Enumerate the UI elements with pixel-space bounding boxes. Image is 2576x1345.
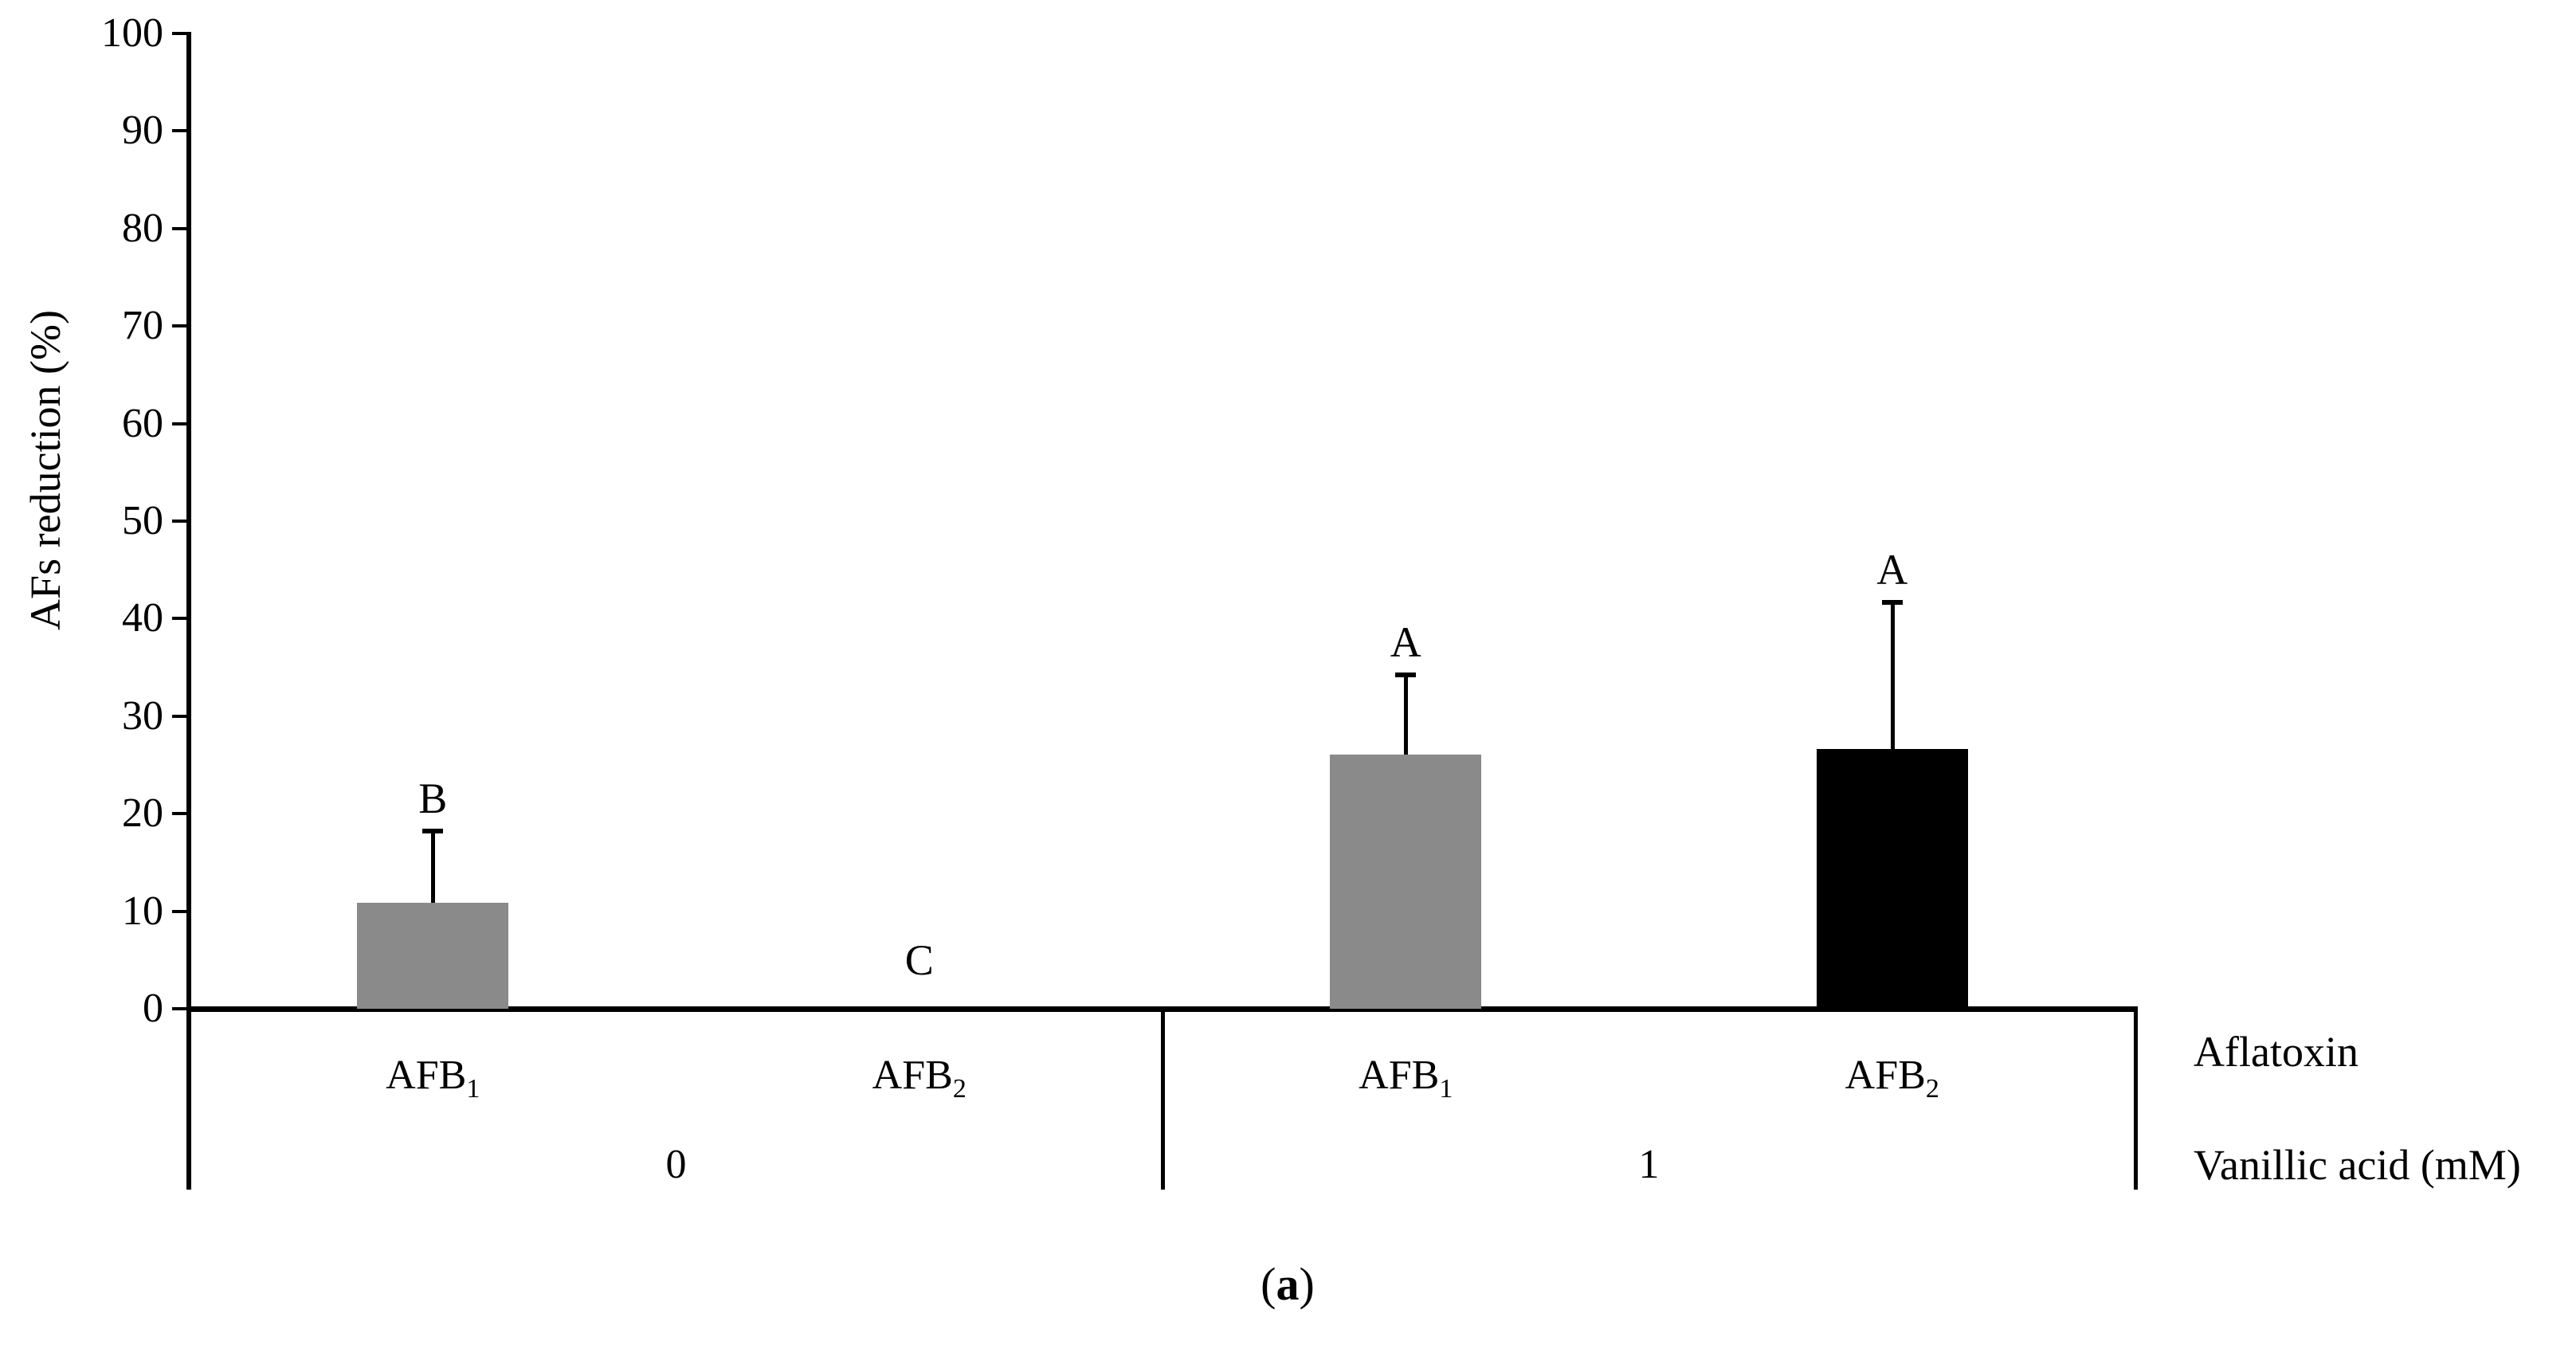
y-axis-tick [172, 909, 190, 913]
category-label-base: AFB [1359, 1053, 1440, 1098]
y-tick-label: 10 [122, 888, 163, 934]
caption-open-paren: ( [1261, 1258, 1276, 1310]
significance-letter: A [1390, 618, 1421, 667]
y-tick-label: 0 [143, 986, 163, 1031]
caption-close-paren: ) [1299, 1258, 1315, 1310]
y-axis-tick [172, 714, 190, 718]
data-bar [357, 902, 509, 1009]
y-tick-label: 40 [122, 595, 163, 641]
significance-letter: A [1876, 545, 1908, 594]
y-axis-tick [172, 32, 190, 35]
data-bar [1816, 749, 1968, 1009]
category-label: AFB2 [1845, 1049, 1939, 1107]
category-label-subscript: 1 [466, 1074, 480, 1104]
group-divider [1161, 1009, 1165, 1190]
group-axis-title: Vanillic acid (mM) [2194, 1141, 2521, 1189]
category-label: AFB2 [872, 1049, 966, 1107]
y-tick-label: 90 [122, 108, 163, 154]
y-axis-tick [172, 226, 190, 230]
group-label: 0 [665, 1142, 687, 1187]
y-axis-tick [172, 129, 190, 133]
error-bar-cap [1395, 672, 1417, 678]
error-bar-cap [1881, 599, 1903, 605]
error-bar-whisker [1890, 602, 1895, 750]
category-label-subscript: 2 [1925, 1074, 1939, 1104]
y-axis-tick [172, 1007, 190, 1010]
category-label-base: AFB [386, 1053, 467, 1098]
y-tick-label: 100 [101, 10, 163, 56]
category-label-subscript: 2 [952, 1074, 966, 1104]
significance-letter: C [904, 936, 934, 984]
y-axis-tick [172, 617, 190, 621]
category-label-base: AFB [1845, 1053, 1926, 1098]
y-axis-tick [172, 324, 190, 328]
error-bar-cap [422, 829, 444, 834]
y-axis-tick [172, 520, 190, 523]
error-bar-whisker [431, 831, 436, 903]
category-axis-title: Aflatoxin [2194, 1028, 2358, 1076]
y-axis-line [186, 32, 191, 1190]
y-axis-tick [172, 812, 190, 816]
y-tick-label: 60 [122, 400, 163, 446]
y-axis-tick [172, 422, 190, 425]
y-tick-label: 30 [122, 692, 163, 739]
y-tick-label: 50 [122, 498, 163, 543]
y-axis-title: AFs reduction (%) [22, 310, 69, 630]
y-tick-label: 20 [122, 790, 163, 837]
category-label-base: AFB [872, 1053, 953, 1098]
y-tick-label: 70 [122, 303, 163, 349]
category-label: AFB1 [386, 1049, 480, 1107]
group-label: 1 [1638, 1142, 1660, 1187]
y-tick-label: 80 [122, 205, 163, 251]
figure-caption: (a) [1261, 1261, 1315, 1308]
category-label: AFB1 [1359, 1049, 1453, 1107]
error-bar-whisker [1404, 675, 1409, 755]
category-label-subscript: 1 [1439, 1074, 1453, 1104]
caption-letter: a [1276, 1258, 1300, 1310]
group-divider [2134, 1009, 2138, 1190]
data-bar [1330, 754, 1482, 1009]
significance-letter: B [418, 774, 448, 823]
